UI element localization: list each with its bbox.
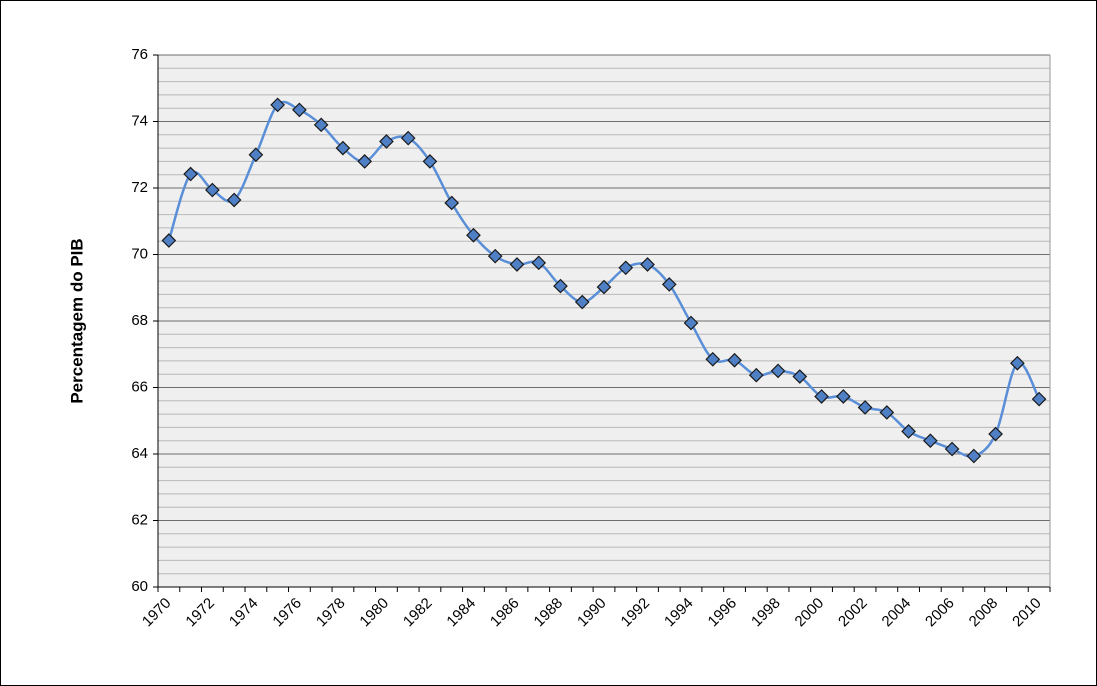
marker [466, 227, 481, 243]
marker [857, 400, 873, 415]
marker [727, 352, 742, 368]
marker [596, 279, 612, 295]
marker [553, 278, 568, 294]
y-tick-label: 68 [131, 312, 148, 329]
marker [313, 117, 329, 133]
marker [966, 448, 982, 464]
y-tick-label: 76 [131, 46, 148, 63]
marker [683, 315, 699, 331]
marker [357, 154, 373, 169]
marker [574, 294, 590, 310]
marker [988, 426, 1003, 442]
marker [248, 147, 264, 163]
y-tick-label: 72 [131, 179, 148, 196]
marker [748, 367, 764, 383]
marker [922, 433, 938, 449]
marker [640, 257, 655, 272]
marker [531, 255, 547, 271]
y-tick-label: 62 [131, 511, 148, 528]
marker [292, 102, 307, 118]
marker [335, 140, 351, 156]
marker [705, 351, 721, 367]
marker [487, 248, 503, 264]
marker [379, 134, 394, 149]
marker [1031, 391, 1047, 407]
y-tick-label: 70 [131, 245, 148, 262]
y-tick-label: 64 [131, 445, 148, 462]
marker [901, 424, 916, 439]
marker [618, 260, 634, 276]
marker [183, 166, 198, 182]
marker [944, 441, 960, 457]
marker [422, 154, 438, 169]
marker [226, 192, 242, 208]
marker [792, 369, 808, 384]
marker [661, 277, 677, 292]
y-tick-label: 74 [131, 112, 148, 129]
y-tick-label: 60 [131, 578, 148, 595]
marker [270, 97, 286, 113]
marker [879, 405, 895, 420]
marker [770, 363, 786, 379]
marker [161, 233, 177, 248]
marker [1010, 355, 1025, 371]
marker [400, 130, 416, 146]
y-axis-label: Percentagem do PIB [67, 238, 86, 403]
marker [444, 195, 460, 211]
marker [509, 257, 525, 272]
y-tick-label: 66 [131, 378, 148, 395]
marker [205, 182, 220, 198]
marker [835, 389, 851, 404]
marker [814, 389, 829, 404]
